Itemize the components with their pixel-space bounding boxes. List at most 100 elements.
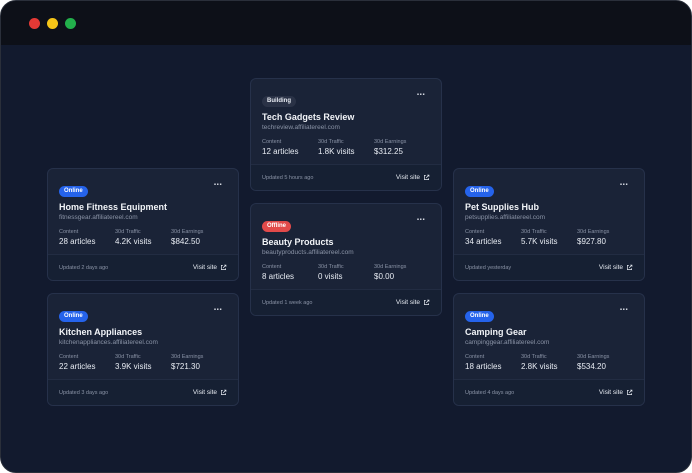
site-stats: Content 22 articles 30d Traffic 3.9K vis… <box>59 354 227 371</box>
stat-label: Content <box>59 354 79 360</box>
stat-traffic: 30d Traffic 3.9K visits <box>115 354 171 371</box>
status-badge: Online <box>59 311 88 322</box>
stat-earnings: 30d Earnings $842.50 <box>171 229 227 246</box>
updated-text: Updated 1 week ago <box>262 299 313 306</box>
stat-value: 0 visits <box>318 272 343 281</box>
visit-site-label: Visit site <box>395 299 420 306</box>
status-badge: Online <box>465 311 494 322</box>
stat-earnings: 30d Earnings $312.25 <box>374 139 430 156</box>
visit-site-link[interactable]: Visit site <box>193 389 227 396</box>
site-name: Beauty Products <box>262 237 334 247</box>
site-stats: Content 28 articles 30d Traffic 4.2K vis… <box>59 229 227 246</box>
site-name: Home Fitness Equipment <box>59 202 168 212</box>
more-options-icon[interactable]: ... <box>416 87 425 98</box>
more-options-icon[interactable]: ... <box>619 302 628 313</box>
site-name: Pet Supplies Hub <box>465 202 540 212</box>
site-domain: campinggear.affiliatereel.com <box>465 339 550 346</box>
external-link-icon <box>221 264 227 270</box>
site-card[interactable]: Online ... Camping Gear campinggear.affi… <box>453 293 645 406</box>
status-badge: Building <box>262 96 296 107</box>
site-name: Camping Gear <box>465 327 527 337</box>
more-options-icon[interactable]: ... <box>619 177 628 188</box>
more-options-icon[interactable]: ... <box>416 212 425 223</box>
site-card[interactable]: Online ... Pet Supplies Hub petsupplies.… <box>453 168 645 281</box>
site-name: Tech Gadgets Review <box>262 112 355 122</box>
stat-label: Content <box>465 354 485 360</box>
site-domain: beautyproducts.affiliatereel.com <box>262 249 354 256</box>
stat-value: $721.30 <box>171 362 200 371</box>
maximize-window-button[interactable] <box>65 18 76 29</box>
visit-site-label: Visit site <box>192 389 217 396</box>
stat-value: 22 articles <box>59 362 96 371</box>
stat-label: 30d Traffic <box>521 229 547 235</box>
stat-label: Content <box>59 229 79 235</box>
stat-value: 3.9K visits <box>115 362 152 371</box>
external-link-icon <box>221 389 227 395</box>
stat-value: 8 articles <box>262 272 295 281</box>
stat-earnings: 30d Earnings $0.00 <box>374 264 430 281</box>
stat-value: 18 articles <box>465 362 502 371</box>
updated-text: Updated 2 days ago <box>59 264 109 271</box>
stat-label: 30d Earnings <box>577 229 610 235</box>
visit-site-link[interactable]: Visit site <box>599 264 633 271</box>
more-options-icon[interactable]: ... <box>213 302 222 313</box>
stat-earnings: 30d Earnings $534.20 <box>577 354 633 371</box>
site-card[interactable]: Building ... Tech Gadgets Review techrev… <box>250 78 442 191</box>
stat-label: 30d Traffic <box>115 354 141 360</box>
updated-text: Updated 5 hours ago <box>262 174 314 181</box>
stat-earnings: 30d Earnings $927.80 <box>577 229 633 246</box>
stat-content: Content 34 articles <box>465 229 521 246</box>
status-badge: Online <box>59 186 88 197</box>
stat-value: $842.50 <box>171 237 200 246</box>
site-stats: Content 18 articles 30d Traffic 2.8K vis… <box>465 354 633 371</box>
stat-label: 30d Traffic <box>521 354 547 360</box>
status-badge: Offline <box>262 221 291 232</box>
stat-value: 5.7K visits <box>521 237 558 246</box>
status-badge: Online <box>465 186 494 197</box>
stat-label: 30d Earnings <box>374 264 407 270</box>
visit-site-link[interactable]: Visit site <box>193 264 227 271</box>
site-card[interactable]: Online ... Home Fitness Equipment fitnes… <box>47 168 239 281</box>
stat-label: Content <box>465 229 485 235</box>
card-footer: Updated 3 days ago Visit site <box>48 379 238 405</box>
stat-content: Content 28 articles <box>59 229 115 246</box>
stat-content: Content 8 articles <box>262 264 318 281</box>
visit-site-link[interactable]: Visit site <box>396 174 430 181</box>
site-card[interactable]: Online ... Kitchen Appliances kitchenapp… <box>47 293 239 406</box>
minimize-window-button[interactable] <box>47 18 58 29</box>
site-stats: Content 12 articles 30d Traffic 1.8K vis… <box>262 139 430 156</box>
stat-traffic: 30d Traffic 5.7K visits <box>521 229 577 246</box>
stat-value: 4.2K visits <box>115 237 152 246</box>
more-options-icon[interactable]: ... <box>213 177 222 188</box>
site-name: Kitchen Appliances <box>59 327 143 337</box>
updated-text: Updated yesterday <box>465 264 512 271</box>
stat-label: 30d Earnings <box>171 354 204 360</box>
updated-text: Updated 4 days ago <box>465 389 515 396</box>
site-domain: techreview.affiliatereel.com <box>262 124 340 131</box>
stat-content: Content 22 articles <box>59 354 115 371</box>
site-domain: petsupplies.affiliatereel.com <box>465 214 546 221</box>
title-bar <box>1 1 691 45</box>
visit-site-link[interactable]: Visit site <box>599 389 633 396</box>
stat-value: 2.8K visits <box>521 362 558 371</box>
external-link-icon <box>424 299 430 305</box>
site-card[interactable]: Offline ... Beauty Products beautyproduc… <box>250 203 442 316</box>
stat-value: $0.00 <box>374 272 395 281</box>
stat-label: 30d Traffic <box>318 139 344 145</box>
card-footer: Updated yesterday Visit site <box>454 254 644 280</box>
visit-site-link[interactable]: Visit site <box>396 299 430 306</box>
updated-text: Updated 3 days ago <box>59 389 109 396</box>
visit-site-label: Visit site <box>598 389 623 396</box>
site-stats: Content 34 articles 30d Traffic 5.7K vis… <box>465 229 633 246</box>
site-domain: kitchenappliances.affiliatereel.com <box>59 339 158 346</box>
card-footer: Updated 2 days ago Visit site <box>48 254 238 280</box>
stat-label: 30d Traffic <box>115 229 141 235</box>
stat-value: 1.8K visits <box>318 147 355 156</box>
card-footer: Updated 5 hours ago Visit site <box>251 164 441 190</box>
stat-value: 28 articles <box>59 237 96 246</box>
close-window-button[interactable] <box>29 18 40 29</box>
external-link-icon <box>627 264 633 270</box>
stat-label: 30d Earnings <box>374 139 407 145</box>
stat-label: 30d Earnings <box>171 229 204 235</box>
